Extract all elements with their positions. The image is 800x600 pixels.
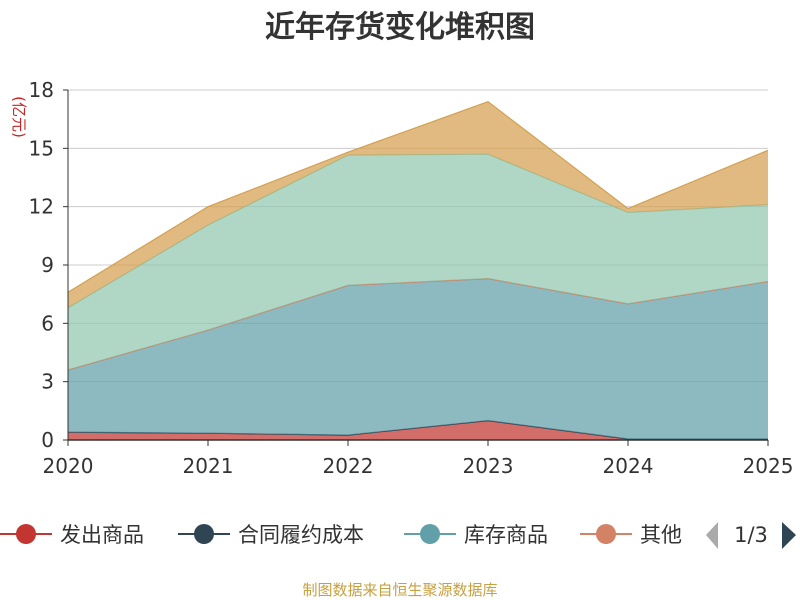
legend-label: 合同履约成本 xyxy=(238,523,364,547)
legend-item: 合同履约成本 xyxy=(178,523,364,547)
x-tick-label: 2020 xyxy=(43,454,94,478)
legend-item: 其他 xyxy=(580,523,682,547)
legend-label: 库存商品 xyxy=(464,523,548,547)
y-tick-label: 15 xyxy=(29,136,54,160)
axes: 0 3 6 9 12 15 18 2020 2021 2022 2023 2024 2025 xyxy=(29,78,794,478)
y-tick-label: 6 xyxy=(41,311,54,335)
series-line-5 xyxy=(67,101,769,293)
legend: 发出商品 合同履约成本 库存商品 其他 1/3 xyxy=(0,522,796,549)
source-note: 制图数据来自恒生聚源数据库 xyxy=(302,581,497,599)
area-series-0 xyxy=(68,420,768,440)
y-tick-label: 9 xyxy=(41,253,54,277)
area-series xyxy=(67,101,769,440)
x-tick-label: 2023 xyxy=(463,454,514,478)
legend-item: 发出商品 xyxy=(0,523,144,547)
legend-marker xyxy=(596,524,616,544)
legend-marker xyxy=(16,524,36,544)
legend-page-indicator: 1/3 xyxy=(734,523,768,547)
y-tick-label: 0 xyxy=(41,428,54,452)
y-tick-label: 18 xyxy=(29,78,54,102)
area-series-2 xyxy=(68,278,768,439)
area-series-5 xyxy=(68,101,768,308)
legend-label: 发出商品 xyxy=(60,523,144,547)
y-axis-label: (亿元) xyxy=(10,96,28,138)
y-tick-label: 3 xyxy=(41,370,54,394)
legend-next-arrow-icon[interactable] xyxy=(782,522,796,549)
x-tick-label: 2022 xyxy=(323,454,374,478)
legend-marker xyxy=(194,524,214,544)
legend-prev-arrow-icon[interactable] xyxy=(706,522,718,549)
legend-marker xyxy=(420,524,440,544)
y-tick-label: 12 xyxy=(29,195,54,219)
x-tick-label: 2025 xyxy=(743,454,794,478)
legend-item: 库存商品 xyxy=(404,523,548,547)
x-tick-label: 2021 xyxy=(183,454,234,478)
legend-label: 其他 xyxy=(640,523,682,547)
x-tick-label: 2024 xyxy=(603,454,654,478)
chart-title: 近年存货变化堆积图 xyxy=(265,10,535,45)
